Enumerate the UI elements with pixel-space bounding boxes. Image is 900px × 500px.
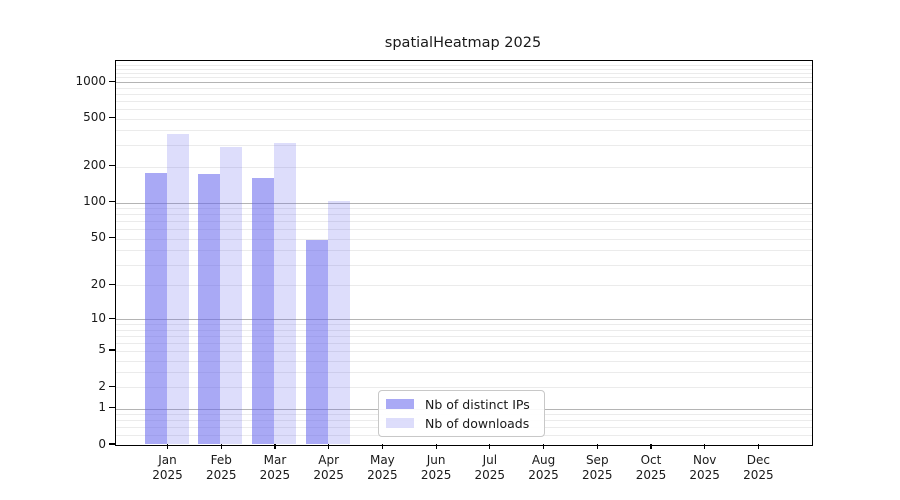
y-tick-label: 0 bbox=[98, 436, 106, 451]
bar-distinct-ips bbox=[251, 177, 274, 445]
gridline-major bbox=[116, 82, 812, 84]
x-tick-label: May 2025 bbox=[367, 453, 398, 482]
gridline-minor bbox=[116, 335, 812, 337]
gridline-minor bbox=[116, 109, 812, 111]
y-tick-mark bbox=[109, 283, 115, 285]
x-tick-mark bbox=[489, 444, 491, 449]
x-tick-mark bbox=[435, 444, 437, 449]
y-tick-mark bbox=[109, 80, 115, 82]
y-tick-label: 1 bbox=[98, 400, 106, 415]
plot-area bbox=[115, 60, 813, 446]
x-tick-mark bbox=[220, 444, 222, 449]
x-tick-label: Feb 2025 bbox=[205, 453, 237, 482]
x-tick-label: Oct 2025 bbox=[635, 453, 667, 482]
gridline-minor bbox=[116, 166, 812, 168]
y-tick-mark bbox=[109, 349, 115, 351]
legend-label-distinct-ips: Nb of distinct IPs bbox=[425, 396, 530, 412]
gridline-minor bbox=[116, 372, 812, 374]
x-tick-label: Jul 2025 bbox=[474, 453, 506, 482]
y-tick-mark bbox=[109, 385, 115, 387]
x-tick-mark bbox=[381, 444, 383, 449]
bar-distinct-ips bbox=[198, 173, 221, 445]
legend-label-downloads: Nb of downloads bbox=[425, 415, 530, 431]
gridline-minor bbox=[116, 64, 812, 66]
x-tick-label: Mar 2025 bbox=[259, 453, 291, 482]
gridline-major bbox=[116, 319, 812, 321]
gridline-minor bbox=[116, 93, 812, 95]
gridline-minor bbox=[116, 387, 812, 389]
bar-downloads bbox=[166, 133, 189, 445]
gridline-minor bbox=[116, 87, 812, 89]
gridline-minor bbox=[116, 350, 812, 352]
y-tick-mark bbox=[109, 407, 115, 409]
x-tick-mark bbox=[596, 444, 598, 449]
gridline-minor bbox=[116, 324, 812, 326]
x-tick-mark bbox=[704, 444, 706, 449]
y-tick-mark bbox=[109, 443, 115, 445]
chart-title: spatialHeatmap 2025 bbox=[384, 35, 542, 51]
gridline-minor bbox=[116, 208, 812, 210]
gridline-minor bbox=[116, 250, 812, 252]
x-tick-label: Aug 2025 bbox=[528, 453, 559, 482]
y-tick-label: 2 bbox=[98, 378, 106, 393]
legend-item-downloads: Nb of downloads bbox=[385, 416, 538, 431]
y-tick-label: 20 bbox=[90, 276, 106, 291]
gridline-minor bbox=[116, 77, 812, 79]
y-tick-label: 1000 bbox=[75, 73, 106, 88]
bar-downloads bbox=[327, 201, 350, 445]
gridline-minor bbox=[116, 264, 812, 266]
x-tick-label: Jan 2025 bbox=[152, 453, 183, 482]
gridline-minor bbox=[116, 360, 812, 362]
gridline-minor bbox=[116, 130, 812, 132]
gridline-major bbox=[116, 202, 812, 204]
gridline-minor bbox=[116, 100, 812, 102]
x-tick-mark bbox=[274, 444, 276, 449]
gridline-minor bbox=[116, 285, 812, 287]
gridline-minor bbox=[116, 229, 812, 231]
y-tick-label: 200 bbox=[83, 158, 106, 173]
x-tick-label: Jun 2025 bbox=[420, 453, 452, 482]
gridline-minor bbox=[116, 68, 812, 70]
bar-downloads bbox=[220, 146, 243, 445]
gridline-minor bbox=[116, 72, 812, 74]
bar-distinct-ips bbox=[144, 172, 167, 445]
y-tick-mark bbox=[109, 164, 115, 167]
bar-distinct-ips bbox=[305, 239, 328, 445]
x-tick-label: Apr 2025 bbox=[313, 453, 344, 482]
gridline-minor bbox=[116, 145, 812, 147]
x-tick-mark bbox=[757, 444, 759, 449]
gridline-minor bbox=[116, 214, 812, 216]
legend-swatch-downloads bbox=[386, 417, 414, 429]
x-tick-label: Sep 2025 bbox=[581, 453, 613, 482]
x-tick-mark bbox=[650, 444, 652, 449]
legend-item-distinct-ips: Nb of distinct IPs bbox=[385, 397, 538, 412]
y-tick-label: 100 bbox=[83, 194, 106, 209]
y-tick-label: 50 bbox=[90, 230, 106, 245]
x-tick-mark bbox=[328, 444, 330, 449]
x-tick-label: Dec 2025 bbox=[743, 453, 774, 482]
legend-swatch-distinct-ips bbox=[386, 398, 414, 410]
bar-downloads bbox=[273, 142, 296, 445]
x-tick-label: Nov 2025 bbox=[689, 453, 720, 482]
y-tick-label: 10 bbox=[90, 310, 106, 325]
legend: Nb of distinct IPs Nb of downloads bbox=[378, 390, 545, 437]
x-tick-mark bbox=[542, 444, 545, 449]
x-tick-mark bbox=[166, 444, 169, 449]
gridline-minor bbox=[116, 118, 812, 120]
y-tick-mark bbox=[109, 236, 115, 239]
y-tick-label: 5 bbox=[98, 342, 106, 357]
y-tick-mark bbox=[109, 201, 115, 203]
gridline-minor bbox=[116, 342, 812, 344]
y-tick-label: 500 bbox=[83, 110, 106, 125]
gridline-minor bbox=[116, 238, 812, 240]
gridline-minor bbox=[116, 329, 812, 331]
y-tick-mark bbox=[109, 117, 115, 119]
y-tick-mark bbox=[109, 317, 115, 319]
gridline-minor bbox=[116, 221, 812, 223]
